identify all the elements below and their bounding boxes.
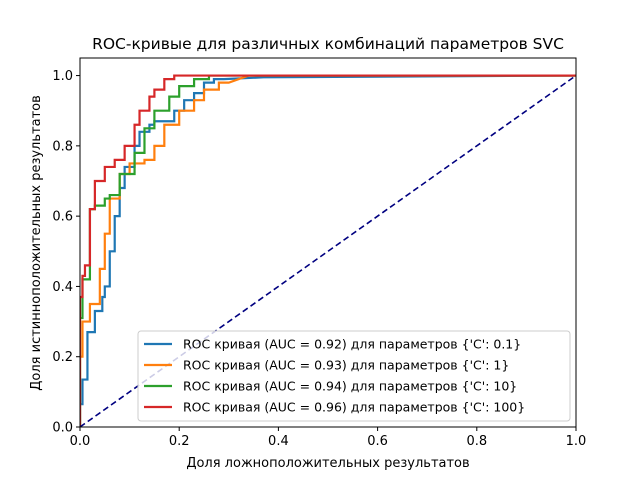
legend-label-1: ROC кривая (AUC = 0.93) для параметров {… <box>183 358 509 373</box>
legend: ROC кривая (AUC = 0.92) для параметров {… <box>137 330 571 422</box>
y-axis-label: Доля истинноположительных результатов <box>29 95 44 391</box>
y-tick-label: 0.6 <box>52 210 73 225</box>
plot-area: 0.0 0.2 0.4 0.6 0.8 1.0 0.0 0.2 0.4 0.6 0.8 1.0 <box>52 57 587 449</box>
y-tick-label: 0.0 <box>52 421 73 436</box>
x-tick-label: 0.6 <box>367 434 388 449</box>
series-line-1 <box>80 74 576 427</box>
chart-title: ROC-кривые для различных комбинаций пара… <box>92 35 564 53</box>
legend-label-2: ROC кривая (AUC = 0.94) для параметров {… <box>183 379 517 394</box>
series-lines <box>80 74 576 427</box>
y-tick-label: 0.2 <box>52 350 73 365</box>
x-tick-label: 1.0 <box>566 434 587 449</box>
legend-label-3: ROC кривая (AUC = 0.96) для параметров {… <box>183 400 525 415</box>
axes-frame <box>79 57 577 428</box>
legend-box <box>137 330 571 422</box>
x-tick-label: 0.2 <box>169 434 190 449</box>
series-line-3 <box>80 74 576 427</box>
y-tick-label: 1.0 <box>52 69 73 84</box>
y-tick-label: 0.8 <box>52 139 73 154</box>
x-axis-label: Доля ложноположительных результатов <box>186 456 469 471</box>
diagonal-reference-line <box>80 74 576 427</box>
x-tick-label: 0.4 <box>268 434 289 449</box>
y-tick-label: 0.4 <box>52 280 73 295</box>
x-tick-label: 0.8 <box>466 434 487 449</box>
x-tick-label: 0.0 <box>70 434 91 449</box>
legend-label-0: ROC кривая (AUC = 0.92) для параметров {… <box>183 337 521 352</box>
